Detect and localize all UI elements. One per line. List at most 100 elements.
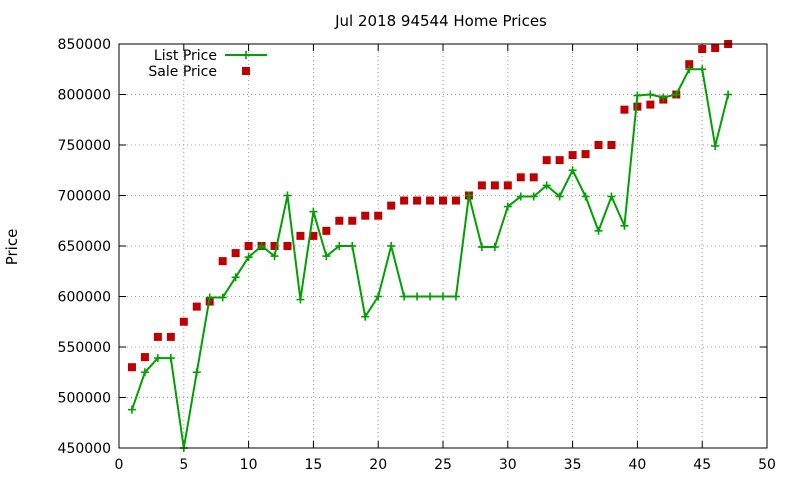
list-price-point [387, 242, 396, 250]
sale-price-point [620, 105, 629, 114]
sale-price-point [335, 216, 344, 225]
y-tick-label: 700000 [58, 189, 111, 205]
sale-price-point [698, 45, 707, 54]
y-axis-label: Price [3, 229, 21, 266]
legend-sale-price-label: Sale Price [148, 64, 217, 80]
list-price-point [257, 242, 266, 250]
x-tick-label: 15 [304, 457, 322, 473]
sale-price-point [361, 211, 370, 220]
sale-price-point [685, 60, 694, 69]
sale-price-point [322, 226, 331, 235]
list-price-point [724, 90, 733, 99]
list-price-point [477, 243, 486, 252]
list-price-point [646, 90, 655, 99]
legend-sale-price-marker [242, 67, 250, 75]
y-tick-label: 450000 [58, 441, 111, 457]
sale-price-point [192, 302, 201, 311]
list-price-point [555, 192, 564, 201]
sale-price-point [633, 102, 642, 111]
sale-price-point [140, 353, 149, 362]
x-tick-label: 10 [240, 457, 258, 473]
sale-price-point [529, 173, 538, 182]
sale-price-point [153, 332, 162, 341]
list-price-point [361, 312, 370, 321]
sale-price-point [555, 156, 564, 165]
sale-price-point [568, 151, 577, 160]
sale-price-point [348, 216, 357, 225]
list-price-point [685, 65, 694, 74]
tick-label-layer: 0 5 10 15 20 25 30 35 40 45 50 450000 500000 550000 60… [58, 37, 776, 473]
x-tick-label: 0 [115, 457, 124, 473]
sale-price-point [296, 231, 305, 240]
list-price-point [140, 368, 149, 377]
list-price-point [205, 293, 214, 302]
list-price-point [296, 295, 305, 304]
list-price-point [348, 242, 357, 250]
y-tick-label: 850000 [58, 37, 111, 53]
list-price-point [594, 226, 603, 235]
list-price-point [516, 192, 525, 201]
list-price-point [192, 368, 201, 377]
list-price-point [309, 207, 318, 216]
y-tick-label: 650000 [58, 239, 111, 255]
sale-price-point [374, 211, 383, 220]
sale-price-point [283, 242, 292, 250]
sale-price-point [516, 173, 525, 182]
sale-price-point [413, 196, 422, 205]
list-price-point [374, 292, 383, 301]
list-price-point [698, 65, 707, 74]
list-price-point [711, 142, 720, 151]
plot-border [118, 43, 768, 449]
x-tick-label: 30 [499, 457, 517, 473]
x-tick-label: 20 [369, 457, 387, 473]
sale-price-point [646, 100, 655, 109]
list-price-point [633, 91, 642, 100]
sale-price-point [503, 181, 512, 190]
sale-price-point [426, 196, 435, 205]
sale-price-point [166, 332, 175, 341]
sale-price-point [127, 363, 136, 372]
list-price-point [439, 292, 447, 301]
y-tick-label: 600000 [58, 290, 111, 306]
list-price-point [503, 202, 512, 211]
list-price-point [581, 192, 590, 201]
sale-price-point [244, 242, 253, 250]
sale-price-point [490, 181, 499, 190]
sale-price-point [477, 181, 486, 190]
x-tick-label: 50 [758, 457, 776, 473]
legend-list-price-label: List Price [154, 48, 217, 64]
list-price-point [620, 221, 629, 230]
list-price-point [607, 192, 616, 201]
list-price-point [242, 51, 250, 59]
list-price-point [166, 354, 175, 363]
list-price-point [413, 292, 422, 301]
x-tick-label: 35 [564, 457, 582, 473]
list-price-point [529, 192, 538, 201]
y-tick-label: 800000 [58, 88, 111, 104]
sale-price-point [542, 156, 551, 165]
list-price-point [153, 354, 162, 363]
x-tick-label: 40 [628, 457, 646, 473]
list-price-point [451, 292, 460, 301]
series-layer [127, 40, 733, 452]
sale-price-point [179, 317, 188, 326]
x-tick-label: 45 [693, 457, 711, 473]
sale-price-point [594, 141, 603, 149]
sale-price-point [270, 242, 279, 250]
x-tick-label: 25 [434, 457, 452, 473]
legend: List Price Sale Price [148, 48, 267, 80]
sale-price-point [231, 249, 240, 258]
chart-title: Jul 2018 94544 Home Prices [334, 12, 547, 30]
grid-layer [119, 44, 767, 448]
list-price-point [659, 93, 668, 102]
list-price-point [335, 242, 344, 250]
sale-price-point [607, 141, 616, 149]
sale-price-point [309, 231, 318, 240]
list-price-point [464, 191, 473, 200]
x-tick-label: 5 [179, 457, 188, 473]
list-price-point [426, 292, 435, 301]
y-tick-label: 550000 [58, 340, 111, 356]
sale-price-point [439, 196, 447, 205]
sale-price-point [400, 196, 409, 205]
